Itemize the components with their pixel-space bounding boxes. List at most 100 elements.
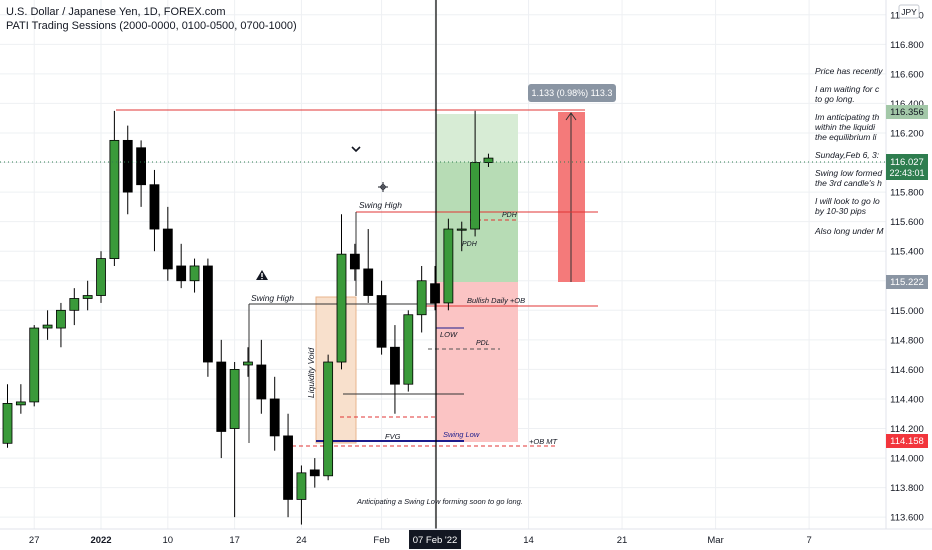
candle-body — [430, 283, 440, 304]
time-tick-label: 2022 — [90, 535, 111, 546]
notes-panel: Price has recently I am waiting for cto g… — [814, 66, 884, 236]
candle-body — [96, 258, 106, 296]
price-tick-label: 115.600 — [890, 217, 924, 228]
candle — [323, 354, 334, 481]
candle — [363, 229, 374, 303]
symbol-title[interactable]: U.S. Dollar / Japanese Yen, 1D, FOREX.co… — [6, 6, 226, 18]
candle-body — [390, 346, 400, 385]
candle-body — [69, 298, 80, 311]
candle-body — [56, 309, 66, 329]
time-axis[interactable]: 27 2022 10 17 24 Feb 07 Feb '22 14 21 Mar 7 — [29, 530, 812, 549]
pdh-upper-label: PDH — [502, 212, 518, 219]
chevron-down-icon[interactable] — [351, 146, 361, 153]
time-crosshair-label-bg — [409, 530, 462, 549]
note-line: I will look to go lo — [815, 196, 880, 206]
time-tick-label: Feb — [373, 535, 389, 546]
time-crosshair-label: 07 Feb '22 — [413, 535, 458, 546]
warning-icon[interactable] — [256, 270, 268, 280]
candle-body — [149, 184, 160, 230]
candle — [456, 221, 467, 252]
loss-zone — [436, 282, 518, 442]
ob-mt-label: +OB MT — [529, 437, 559, 446]
price-tag-116356: 116.356 — [890, 107, 924, 118]
time-tick-label: 10 — [163, 535, 174, 546]
liquidity-void-label: Liquidity Void — [306, 347, 316, 398]
price-tick-label: 114.600 — [890, 365, 924, 376]
currency-badge[interactable]: JPY — [901, 7, 917, 17]
candle-body — [189, 265, 200, 282]
note-line: by 10-30 pips — [815, 206, 867, 216]
candle — [470, 110, 481, 237]
candle-body — [42, 324, 53, 329]
candle — [69, 288, 80, 326]
price-tick-label: 116.800 — [890, 40, 924, 51]
price-tag-current-bg — [886, 154, 928, 180]
candle — [149, 169, 160, 252]
note-line: Also long under M — [814, 226, 884, 236]
candle — [430, 265, 440, 311]
price-tag-115222: 115.222 — [890, 277, 924, 288]
bottom-note: Anticipating a Swing Low forming soon to… — [356, 497, 523, 506]
candle-body — [162, 228, 173, 270]
price-tag-114158-bg — [886, 434, 928, 448]
candle-body — [483, 157, 494, 163]
liquidity-void-zone — [315, 296, 357, 444]
candle — [29, 325, 40, 407]
candle — [296, 465, 307, 525]
time-tick-label: 21 — [617, 535, 628, 546]
candle — [56, 302, 66, 348]
candle-body — [363, 268, 374, 296]
indicator-legend[interactable]: PATI Trading Sessions (2000-0000, 0100-0… — [6, 20, 297, 32]
candle-body — [216, 361, 227, 432]
candle — [256, 339, 267, 414]
price-tick-label: 114.400 — [890, 394, 924, 405]
profit-zone-light — [436, 114, 518, 162]
candle-body — [309, 469, 320, 477]
candle — [269, 376, 280, 451]
candle-body — [202, 265, 213, 363]
candle — [403, 310, 414, 392]
price-tick-label: 113.800 — [890, 483, 924, 494]
candle-body — [283, 435, 293, 500]
candle-body — [470, 162, 481, 230]
time-tick-label: 17 — [229, 535, 240, 546]
candle — [336, 214, 347, 370]
candle — [349, 243, 360, 281]
price-tick-label: 116.200 — [890, 128, 924, 139]
bullish-ob-label: Bullish Daily +OB — [467, 296, 525, 305]
measure-tooltip-bg — [528, 84, 616, 102]
move-cursor-icon — [378, 182, 388, 192]
candle-body — [443, 228, 454, 304]
candle-body — [243, 361, 253, 366]
price-tick-label: 115.000 — [890, 306, 924, 317]
note-line: I am waiting for c — [815, 84, 880, 94]
candle-body — [456, 228, 467, 231]
price-tick-label: 114.800 — [890, 335, 924, 346]
measure-arrowhead — [565, 112, 577, 121]
candle-body — [122, 139, 133, 193]
candle-body — [229, 369, 240, 429]
swing-high-upper-label: Swing High — [359, 200, 402, 210]
candle-body — [109, 139, 120, 259]
currency-badge-bg[interactable] — [898, 4, 920, 19]
candle — [122, 125, 133, 215]
time-tick-label: Mar — [707, 535, 723, 546]
swing-high-lower-label: Swing High — [251, 293, 294, 303]
countdown-label: 22:43:01 — [889, 168, 924, 178]
time-tick-label: 27 — [29, 535, 40, 546]
note-line: the 3rd candle's h — [815, 178, 882, 188]
note-line: to go long. — [815, 94, 855, 104]
time-tick-label: 7 — [806, 535, 811, 546]
candle-body — [403, 314, 414, 385]
price-tag-114158: 114.158 — [890, 436, 924, 447]
candle-body — [416, 280, 427, 316]
candle-body — [176, 265, 187, 282]
candle — [243, 347, 253, 377]
candle — [82, 280, 93, 311]
candle — [216, 339, 227, 459]
time-tick-label: 14 — [523, 535, 534, 546]
candle — [443, 218, 454, 311]
candle — [229, 362, 240, 518]
candle — [376, 280, 387, 355]
